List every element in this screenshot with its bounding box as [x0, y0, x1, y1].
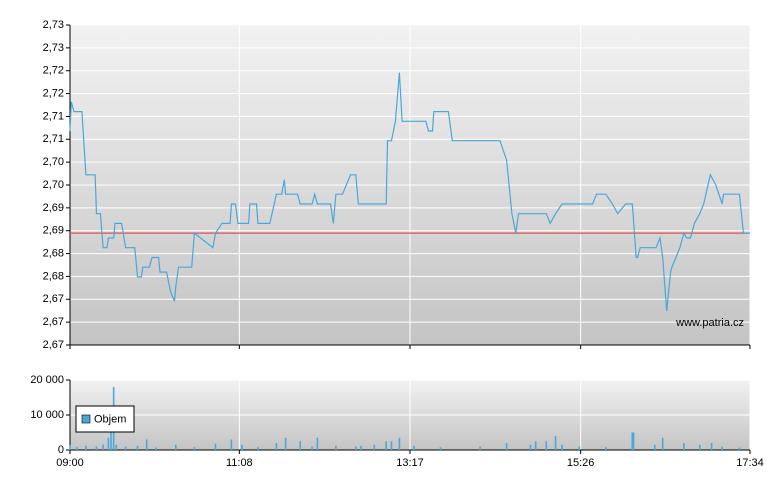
volume-bar	[124, 446, 127, 450]
y-tick-label: 2,70	[43, 156, 64, 168]
y-tick-label: 2,67	[43, 339, 64, 351]
volume-bar	[316, 437, 319, 450]
x-tick-label: 09:00	[56, 457, 84, 469]
volume-bar	[75, 447, 78, 450]
volume-bar	[230, 439, 233, 450]
volume-bar	[604, 447, 607, 450]
volume-bar	[257, 447, 259, 450]
volume-bar	[398, 437, 401, 450]
volume-bar	[683, 443, 685, 450]
volume-bar	[155, 447, 157, 450]
volume-bar	[534, 441, 537, 450]
volume-bar	[721, 446, 724, 450]
volume-bar	[136, 445, 139, 450]
y-tick-label: 2,69	[43, 225, 64, 237]
volume-bar	[439, 447, 442, 450]
y-tick-label: 2,68	[43, 247, 64, 259]
volume-bar	[632, 432, 635, 450]
y-tick-label: 2,70	[43, 179, 64, 191]
volume-bar	[214, 443, 217, 450]
volume-bar	[354, 446, 357, 450]
y-tick-label: 2,71	[43, 133, 64, 145]
volume-bar	[413, 445, 415, 450]
volume-bar	[311, 446, 313, 450]
y-tick-label: 2,72	[43, 87, 64, 99]
volume-bar	[175, 444, 177, 450]
volume-bar	[110, 432, 112, 450]
volume-bar	[385, 441, 387, 450]
volume-bar	[102, 444, 104, 450]
volume-bar	[661, 437, 664, 450]
volume-bar	[241, 444, 243, 450]
y-tick-label: 2,67	[43, 293, 64, 305]
volume-bar	[373, 444, 376, 450]
volume-bar	[698, 444, 701, 450]
x-tick-label: 13:17	[396, 457, 424, 469]
volume-bar	[85, 445, 87, 450]
volume-bar	[505, 443, 508, 450]
volume-bar	[335, 445, 337, 450]
volume-bar	[299, 441, 301, 450]
y-tick-label: 2,72	[43, 65, 64, 77]
volume-bar	[554, 436, 557, 450]
watermark: www.patria.cz	[675, 317, 744, 329]
y-tick-label: 2,69	[43, 202, 64, 214]
x-tick-label: 17:34	[736, 457, 764, 469]
volume-bar	[275, 443, 278, 450]
volume-bar	[710, 443, 713, 450]
volume-bar	[95, 446, 98, 450]
y-tick-label: 20 000	[30, 374, 64, 386]
y-tick-label: 2,71	[43, 110, 64, 122]
volume-bar	[738, 447, 741, 450]
y-tick-label: 10 000	[30, 409, 64, 421]
volume-bar	[284, 437, 287, 450]
volume-bar	[561, 444, 563, 450]
volume-bar	[193, 447, 196, 450]
volume-bar	[145, 439, 148, 450]
volume-bar	[390, 441, 393, 450]
legend-label: Objem	[94, 413, 126, 425]
y-tick-label: 2,73	[43, 42, 64, 54]
price-line	[69, 72, 750, 312]
volume-bar	[545, 441, 548, 450]
volume-bar	[107, 437, 110, 450]
volume-bar	[115, 444, 118, 450]
volume-bar	[631, 432, 634, 450]
volume-bar	[69, 444, 71, 450]
legend-swatch	[81, 414, 91, 424]
volume-bar	[529, 444, 532, 450]
y-tick-label: 2,67	[43, 316, 64, 328]
x-tick-label: 11:08	[226, 457, 253, 469]
volume-bar	[479, 446, 481, 450]
y-tick-label: 2,73	[43, 19, 64, 31]
volume-bar	[578, 446, 581, 450]
volume-bar	[360, 445, 362, 450]
y-tick-label: 0	[58, 444, 64, 456]
volume-bar	[653, 444, 656, 450]
x-tick-label: 15:26	[567, 457, 595, 469]
y-tick-label: 2,68	[43, 270, 64, 282]
